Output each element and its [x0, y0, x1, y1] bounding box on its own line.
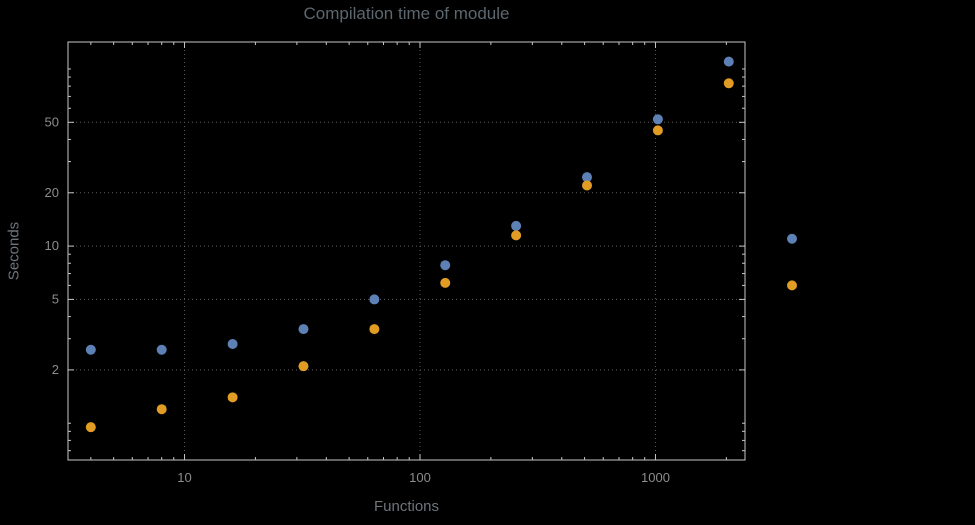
y-tick-label: 2	[52, 362, 59, 377]
y-tick-label: 5	[52, 291, 59, 306]
point-series-orange	[723, 78, 734, 89]
point-series-blue	[652, 114, 663, 125]
point-series-blue	[227, 339, 238, 350]
point-series-blue	[582, 172, 593, 183]
point-series-orange	[652, 125, 663, 136]
plot-frame	[67, 41, 746, 461]
point-series-orange	[85, 422, 96, 433]
point-series-blue	[156, 344, 167, 355]
y-tick-label: 50	[45, 114, 59, 129]
point-series-blue	[298, 324, 309, 335]
point-series-orange	[369, 324, 380, 335]
x-axis-label: Functions	[373, 498, 440, 515]
point-series-blue	[723, 56, 734, 67]
point-series-orange	[440, 277, 451, 288]
point-series-blue	[85, 344, 96, 355]
y-tick-label: 20	[45, 185, 59, 200]
point-series-orange	[227, 392, 238, 403]
point-series-blue	[511, 220, 522, 231]
point-series-orange	[156, 404, 167, 415]
point-series-orange	[298, 361, 309, 372]
point-series-blue	[440, 260, 451, 271]
x-tick-label: 1000	[641, 470, 670, 485]
point-series-blue	[369, 294, 380, 305]
outside-point-series-blue	[786, 233, 797, 244]
point-series-orange	[511, 230, 522, 241]
point-series-orange	[582, 180, 593, 191]
x-tick-label: 10	[177, 470, 191, 485]
y-tick-label: 10	[45, 238, 59, 253]
outside-point-series-orange	[786, 280, 797, 291]
chart-title: Compilation time of module	[303, 4, 510, 23]
x-tick-label: 100	[409, 470, 431, 485]
